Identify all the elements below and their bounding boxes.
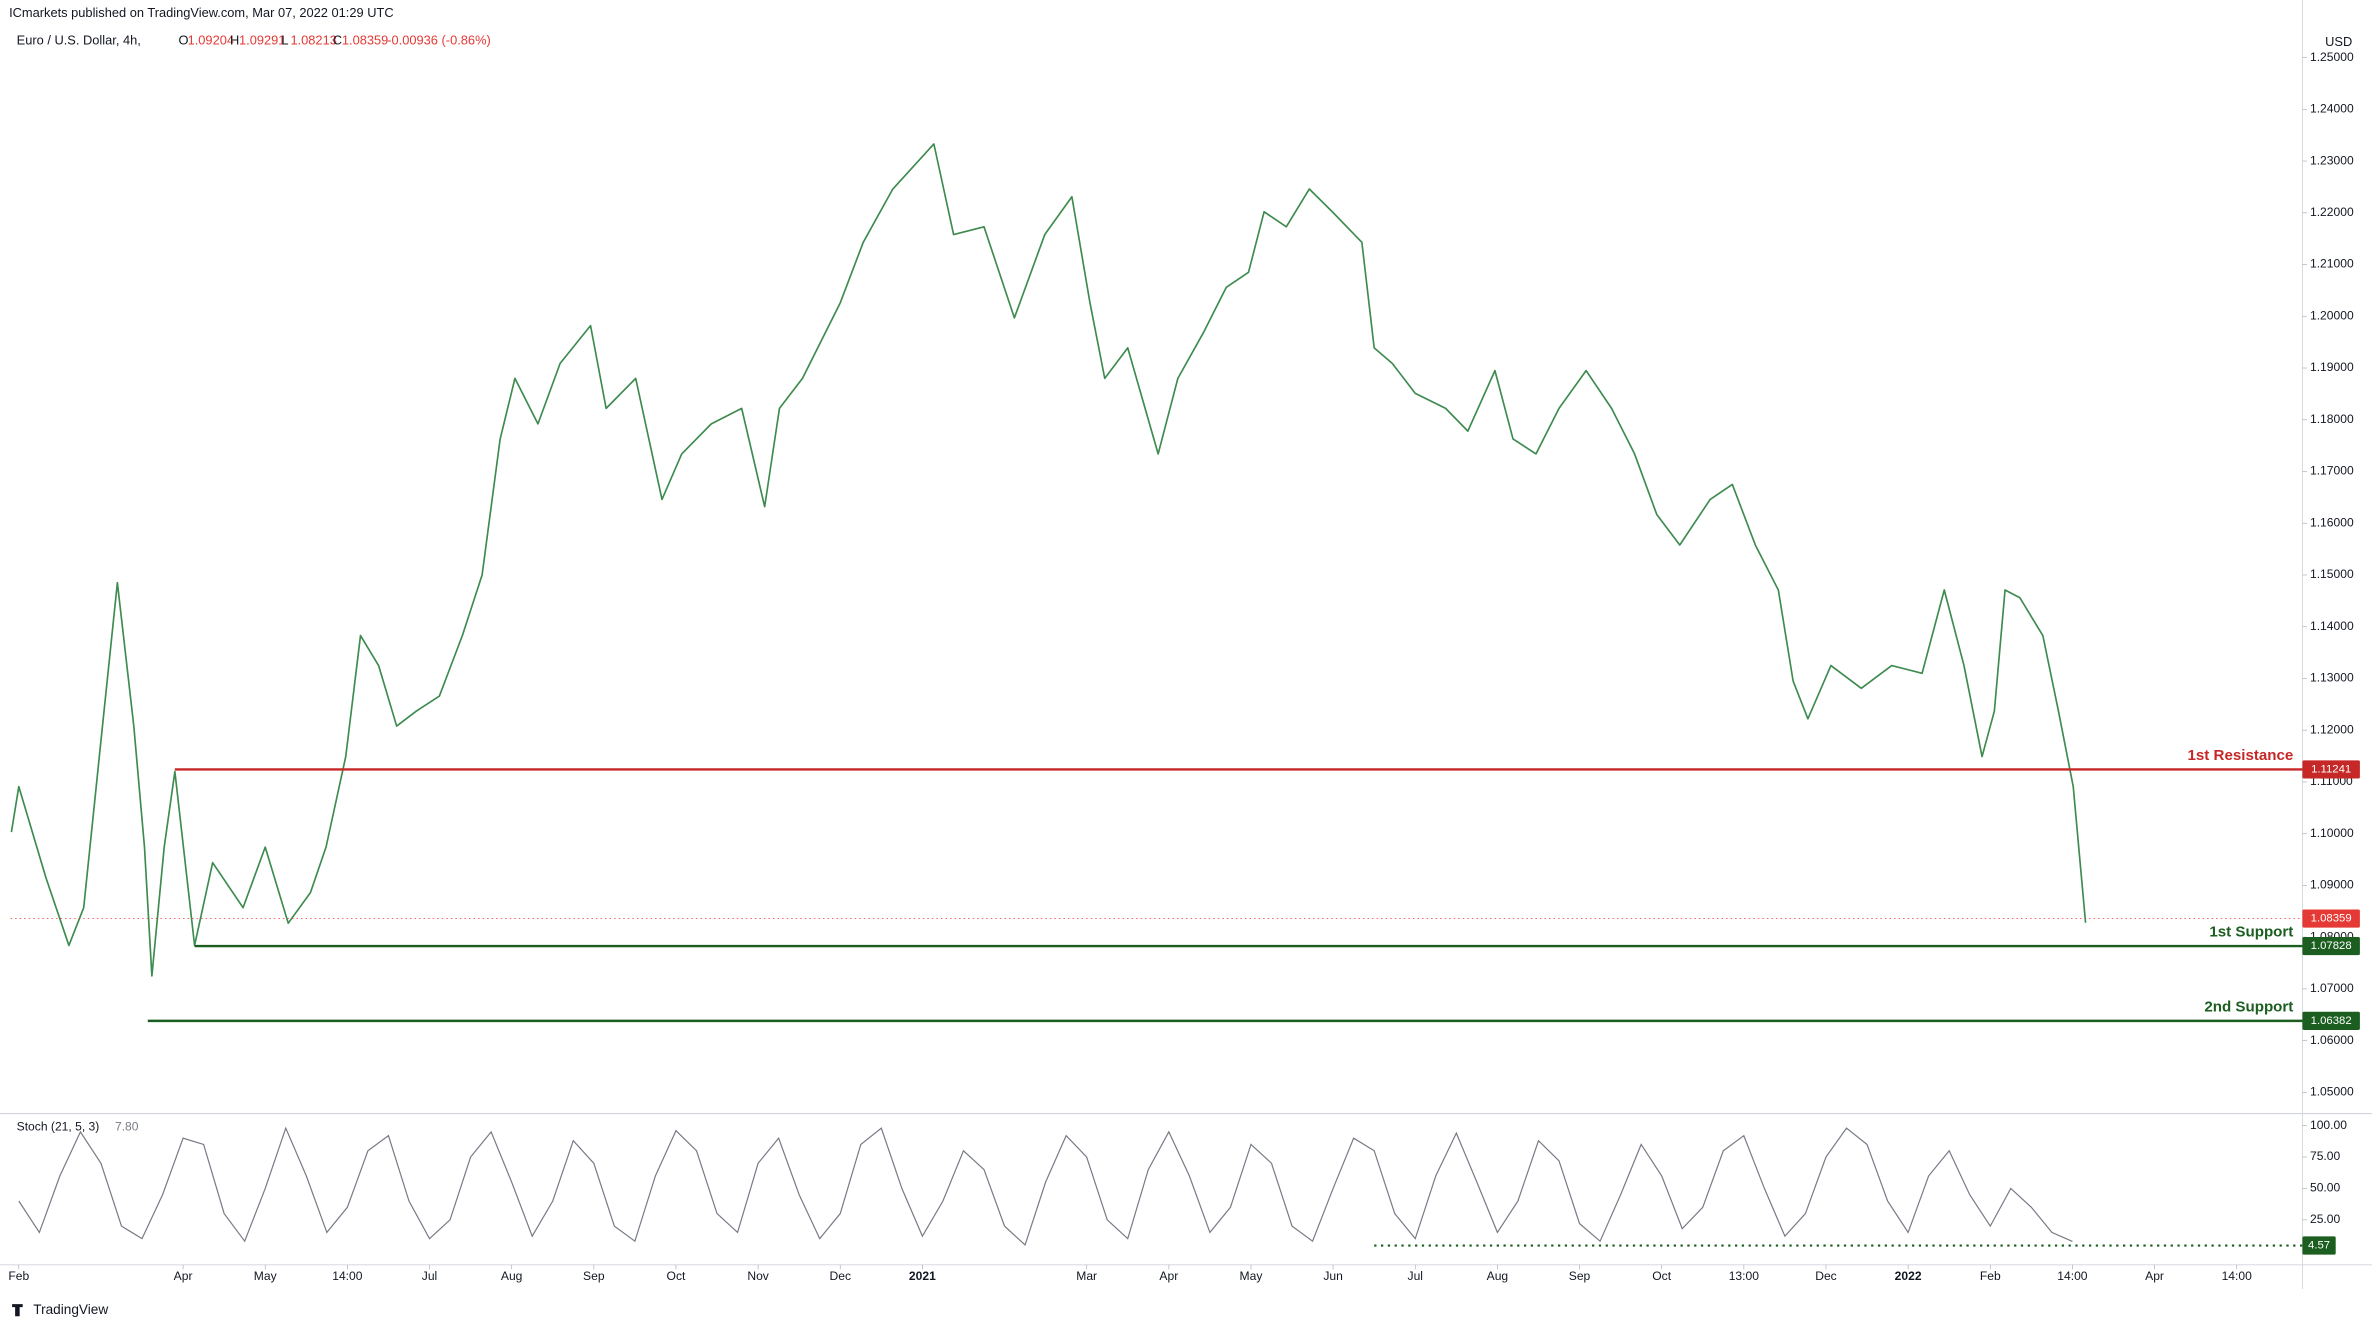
last-price-label: 1.08359 [2311,913,2352,925]
x-tick-label: Feb [1980,1269,2001,1283]
osc-y-tick-label: 50.00 [2310,1181,2341,1195]
osc-y-tick-label: 75.00 [2310,1149,2341,1163]
level-name: 1st Support [2209,923,2293,940]
y-tick-label: 1.24000 [2310,102,2354,116]
publisher: ICmarkets published on TradingView.com, … [9,5,394,20]
ohlc-key: O [179,32,189,47]
level-price-box [2302,760,2360,779]
level-name: 2nd Support [2204,998,2293,1015]
x-tick-label: 2021 [909,1269,936,1283]
x-tick-label: Apr [1159,1269,1178,1283]
brand-logo [12,1304,23,1317]
osc-level-label: 4.57 [2308,1240,2330,1252]
y-tick-label: 1.15000 [2310,567,2354,581]
x-tick-label: Mar [1076,1269,1097,1283]
change: -0.00936 (-0.86%) [387,32,491,47]
level-price-label: 1.07828 [2311,940,2352,952]
ohlc-key: H [230,32,239,47]
y-tick-label: 1.20000 [2310,308,2354,322]
x-tick-label: Dec [1815,1269,1837,1283]
ohlc-key: L [281,32,288,47]
x-tick-label: Jul [1408,1269,1423,1283]
y-tick-label: 1.14000 [2310,619,2354,633]
x-tick-label: Sep [1569,1269,1591,1283]
y-tick-label: 1.23000 [2310,153,2354,167]
x-tick-label: Oct [667,1269,686,1283]
x-tick-label: 13:00 [1729,1269,1760,1283]
x-tick-label: Feb [8,1269,29,1283]
osc-y-tick-label: 100.00 [2310,1118,2347,1132]
level-price-box [2302,1011,2360,1030]
price-line [10,143,2087,977]
x-tick-label: 14:00 [2057,1269,2088,1283]
x-tick-label: Jul [422,1269,437,1283]
x-tick-label: Aug [1487,1269,1509,1283]
x-tick-label: May [254,1269,278,1283]
x-tick-label: Nov [747,1269,769,1283]
currency: USD [2325,34,2352,49]
ohlc-value: 1.08359 [342,32,388,47]
x-tick-label: Apr [2145,1269,2164,1283]
level-price-label: 1.06382 [2311,1015,2352,1027]
ohlc-value: 1.09291 [239,32,285,47]
x-tick-label: 14:00 [332,1269,363,1283]
symbol: Euro / U.S. Dollar, 4h, [17,32,141,47]
y-tick-label: 1.07000 [2310,981,2354,995]
x-tick-label: Aug [501,1269,523,1283]
x-tick-label: Oct [1652,1269,1671,1283]
level-name: 1st Resistance [2188,747,2294,764]
x-tick-label: 2022 [1895,1269,1922,1283]
y-tick-label: 1.09000 [2310,878,2354,892]
y-tick-label: 1.10000 [2310,826,2354,840]
oscillator-value: 7.80 [115,1119,139,1133]
y-tick-label: 1.12000 [2310,722,2354,736]
last-price-box [2302,909,2360,928]
level-price-box [2302,936,2360,956]
ohlc-value: 1.09204 [188,32,234,47]
y-tick-label: 1.21000 [2310,257,2354,271]
ohlc-key: C [333,32,342,47]
x-tick-label: Dec [829,1269,851,1283]
oscillator-name: Stoch (21, 5, 3) [17,1119,100,1133]
y-tick-label: 1.22000 [2310,205,2354,219]
x-tick-label: Apr [174,1269,193,1283]
ohlc-value: 1.08213 [290,32,336,47]
y-tick-label: 1.13000 [2310,671,2354,685]
y-tick-label: 1.19000 [2310,360,2354,374]
level-price-label: 1.11241 [2311,763,2351,775]
y-tick-label: 1.25000 [2310,50,2354,64]
y-tick-label: 1.16000 [2310,515,2354,529]
x-tick-label: Sep [583,1269,605,1283]
y-tick-label: 1.17000 [2310,464,2354,478]
osc-y-tick-label: 25.00 [2310,1212,2341,1226]
x-tick-label: 14:00 [2222,1269,2253,1283]
y-tick-label: 1.18000 [2310,412,2354,426]
x-tick-label: May [1240,1269,1264,1283]
brand: TradingView [33,1302,108,1317]
stoch-line [18,1126,2073,1247]
osc-level-box [2302,1236,2336,1255]
y-tick-label: 1.06000 [2310,1033,2354,1047]
x-tick-label: Jun [1323,1269,1343,1283]
y-tick-label: 1.05000 [2310,1085,2354,1099]
